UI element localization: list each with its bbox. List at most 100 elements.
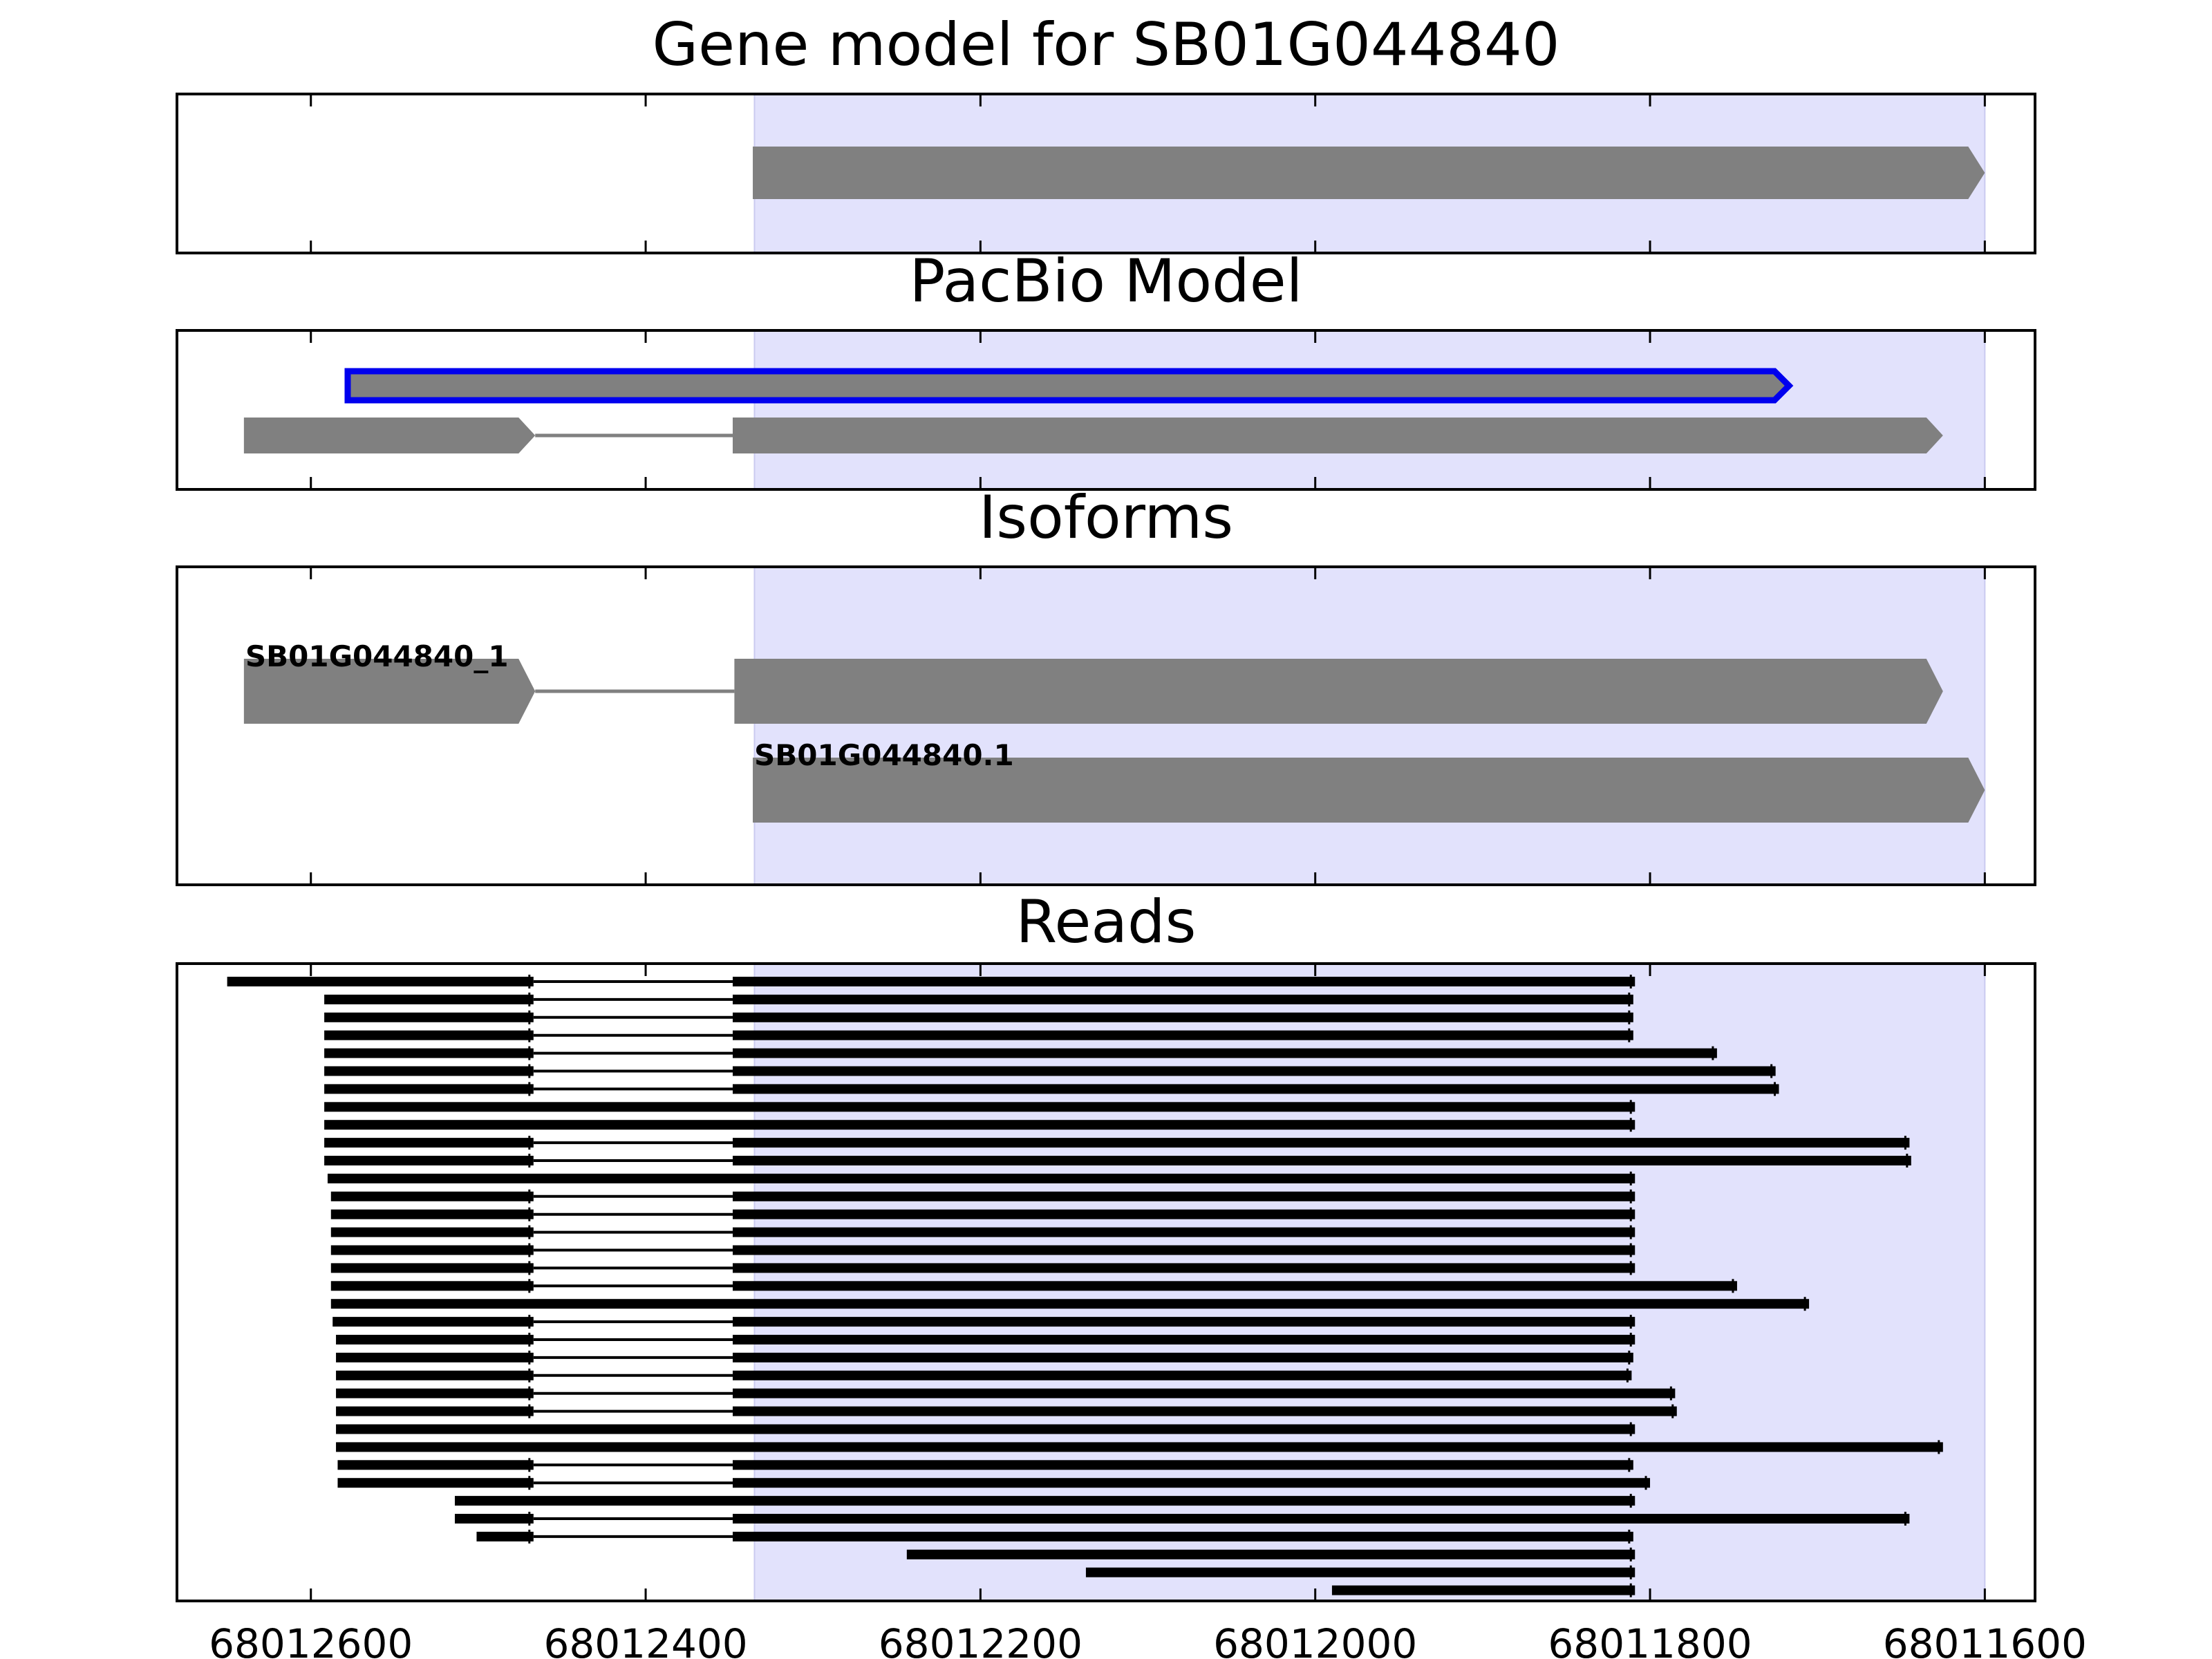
read-alignment: [336, 1404, 1677, 1418]
x-tick-label: 68012600: [209, 1620, 413, 1659]
read-alignment: [324, 1046, 1717, 1060]
read-exon: [324, 1156, 534, 1165]
read-exon: [732, 1030, 1633, 1040]
panel-isoforms: Isoforms SB01G044840_1 SB01G044840.1: [176, 483, 2036, 886]
read-exon: [324, 1030, 534, 1040]
read-alignment: [324, 992, 1633, 1006]
read-exon: [732, 1245, 1635, 1255]
x-tick-label: 68011600: [1883, 1620, 2087, 1659]
x-tick-label: 68011800: [1548, 1620, 1752, 1659]
read-exon: [332, 1317, 534, 1327]
read-exon: [732, 1156, 1911, 1165]
read-alignment: [324, 1028, 1633, 1042]
x-tick-label: 68012000: [1213, 1620, 1417, 1659]
panel-title-isoforms: Isoforms: [979, 483, 1233, 552]
axes-frame: [176, 93, 2036, 254]
read-alignment: [327, 1171, 1635, 1185]
isoform-feature: [243, 659, 1943, 724]
panel-title-reads: Reads: [1016, 888, 1197, 957]
exon-block: [753, 758, 1985, 823]
read-exon: [336, 1352, 534, 1362]
read-exon: [330, 1263, 534, 1273]
isoform-feature: [753, 758, 1985, 823]
highlight-region: [753, 566, 1986, 885]
exon-block: [243, 659, 536, 724]
read-alignment: [330, 1243, 1635, 1257]
read-alignment: [337, 1476, 1651, 1490]
read-exon: [732, 1227, 1635, 1237]
exon-block: [753, 147, 1985, 199]
read-alignment: [324, 1082, 1779, 1096]
read-alignment: [1085, 1565, 1635, 1580]
read-exon: [732, 994, 1633, 1004]
read-alignment: [330, 1225, 1635, 1239]
read-alignment: [336, 1333, 1635, 1347]
read-exon: [324, 994, 534, 1004]
read-exon: [324, 1120, 1635, 1130]
axes-frame: [176, 962, 2036, 1602]
gene-model-plot-area: [176, 93, 2036, 254]
read-exon: [732, 1066, 1776, 1076]
read-alignment: [336, 1386, 1676, 1400]
read-exon: [324, 1084, 534, 1094]
read-alignment: [324, 1100, 1635, 1114]
read-exon: [476, 1531, 534, 1541]
read-alignment: [330, 1189, 1635, 1203]
read-exon: [732, 1048, 1717, 1058]
read-alignment: [454, 1512, 1910, 1526]
read-alignment: [330, 1297, 1810, 1311]
read-alignment: [324, 1118, 1635, 1132]
read-alignment: [227, 975, 1635, 988]
read-exon: [732, 1281, 1737, 1291]
axes-frame: [176, 565, 2036, 886]
read-exon: [337, 1460, 534, 1470]
pacbio-outlined-exon: [344, 368, 1794, 404]
read-alignment: [336, 1422, 1635, 1436]
read-exon: [336, 1424, 1635, 1434]
read-exon: [227, 977, 534, 986]
read-exon: [330, 1281, 534, 1291]
read-exon: [732, 977, 1635, 986]
read-alignment: [330, 1207, 1635, 1221]
read-exon: [732, 1388, 1676, 1398]
read-exon: [324, 1066, 534, 1076]
read-alignment: [336, 1440, 1943, 1454]
isoform-label: SB01G044840.1: [754, 738, 1014, 772]
read-exon: [330, 1209, 534, 1219]
read-exon: [330, 1191, 534, 1201]
read-exon: [324, 1048, 534, 1058]
read-exon: [330, 1299, 1810, 1309]
read-exon: [732, 1209, 1635, 1219]
highlight-region: [753, 330, 1986, 490]
panel-gene-model: Gene model for SB01G044840: [176, 10, 2036, 254]
read-alignment: [476, 1529, 1633, 1544]
read-exon: [324, 1138, 534, 1148]
read-exon: [336, 1370, 534, 1380]
read-exon: [732, 1514, 1910, 1524]
read-exon: [732, 1460, 1633, 1470]
read-exon: [732, 1263, 1635, 1273]
read-alignment: [330, 1279, 1737, 1293]
read-exon: [454, 1514, 534, 1524]
read-exon: [337, 1478, 534, 1488]
read-alignment: [454, 1494, 1635, 1508]
read-exon: [336, 1406, 534, 1416]
read-exon: [336, 1335, 534, 1344]
read-exon: [732, 1478, 1651, 1488]
read-exon: [732, 1317, 1635, 1327]
exon-block: [732, 418, 1943, 453]
read-alignment: [332, 1315, 1635, 1329]
read-exon: [1085, 1567, 1635, 1577]
exon-block: [243, 418, 536, 453]
read-exon: [330, 1227, 534, 1237]
panel-title-pacbio-model: PacBio Model: [909, 247, 1302, 316]
read-exon: [732, 1370, 1632, 1380]
read-alignment: [337, 1458, 1633, 1472]
panel-reads: Reads: [176, 888, 2036, 1602]
read-exon: [732, 1012, 1633, 1022]
exon-block: [734, 659, 1943, 724]
axes-frame: [176, 329, 2036, 491]
read-exon: [732, 1406, 1677, 1416]
read-exon: [732, 1191, 1635, 1201]
read-alignment: [1331, 1583, 1635, 1597]
